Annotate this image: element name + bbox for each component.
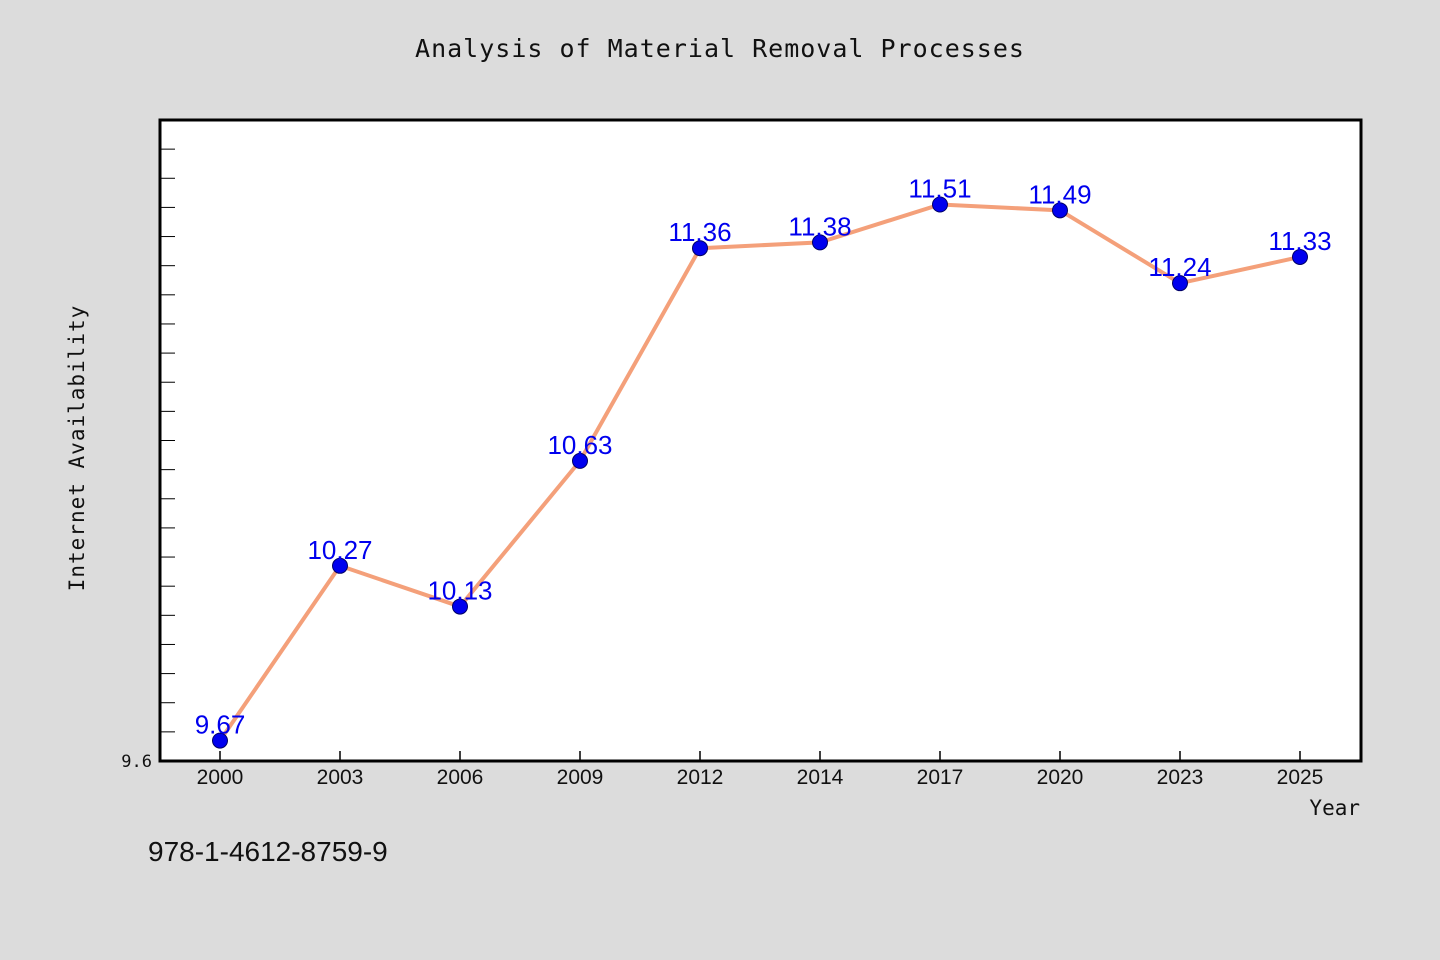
data-label: 10.13 bbox=[427, 576, 492, 606]
x-tick-label: 2025 bbox=[1277, 766, 1324, 789]
chart-title: Analysis of Material Removal Processes bbox=[415, 34, 1025, 63]
x-tick-label: 2017 bbox=[917, 766, 964, 789]
data-markers bbox=[212, 196, 1308, 749]
series-line bbox=[218, 202, 1301, 742]
data-label: 10.27 bbox=[307, 535, 372, 565]
data-point bbox=[572, 452, 588, 469]
x-axis-label: Year bbox=[1309, 796, 1360, 820]
data-label: 11.51 bbox=[908, 173, 971, 203]
y-ticks bbox=[160, 148, 175, 733]
data-point bbox=[1292, 248, 1308, 265]
x-tick-label: 2009 bbox=[557, 766, 604, 789]
data-labels: 9.67 10.27 10.13 10.63 11.36 11.38 11.51 11.49 1… bbox=[195, 173, 1332, 739]
data-label: 11.38 bbox=[788, 211, 851, 241]
data-point bbox=[692, 240, 708, 257]
x-tick-label: 2014 bbox=[797, 766, 844, 789]
data-point bbox=[812, 234, 828, 251]
x-tick-label: 2012 bbox=[677, 766, 724, 789]
x-tick-label: 2003 bbox=[317, 766, 364, 789]
data-point bbox=[332, 557, 348, 574]
x-tick-label: 2006 bbox=[437, 766, 484, 789]
x-tick-label: 2000 bbox=[197, 766, 244, 789]
x-axis: 2000 2003 2006 2009 2012 2014 2017 2020 2023 2025 bbox=[197, 751, 1324, 789]
y-tick-label-min: 9.6 bbox=[121, 752, 152, 772]
isbn-text: 978-1-4612-8759-9 bbox=[148, 836, 388, 867]
x-tick-label: 2023 bbox=[1157, 766, 1204, 789]
plot-area bbox=[158, 118, 1363, 763]
data-point bbox=[1052, 202, 1068, 219]
data-label: 10.63 bbox=[547, 430, 612, 460]
data-point bbox=[212, 732, 228, 749]
data-label: 9.67 bbox=[195, 710, 246, 740]
data-label: 11.24 bbox=[1148, 252, 1211, 282]
data-point bbox=[932, 196, 948, 213]
data-point bbox=[452, 598, 468, 615]
data-label: 11.49 bbox=[1028, 179, 1091, 209]
data-label: 11.33 bbox=[1268, 226, 1331, 256]
data-label: 11.36 bbox=[668, 217, 731, 247]
data-point bbox=[1172, 275, 1188, 292]
x-tick-label: 2020 bbox=[1037, 766, 1084, 789]
